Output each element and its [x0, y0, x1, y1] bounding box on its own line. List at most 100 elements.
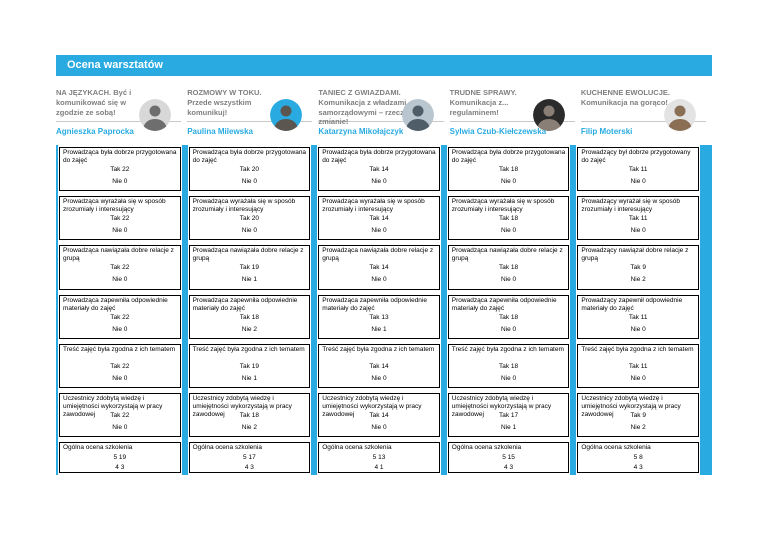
rating-5-score: 5: [243, 454, 247, 462]
no-label: Nie: [500, 423, 511, 431]
rating-4-value: 3: [120, 464, 125, 472]
no-label: Nie: [630, 276, 641, 284]
yes-label: Tak: [110, 264, 121, 272]
presenter-name[interactable]: Agnieszka Paprocka: [56, 127, 134, 136]
yes-label: Tak: [630, 264, 641, 272]
yes-value: 11: [640, 215, 648, 223]
no-label: Nie: [112, 227, 122, 235]
overall-rating-box: Ogólna ocena szkolenia 5 8 4 3: [577, 442, 699, 474]
question-result-box: Uczestnicy zdobytą wiedzę i umiejętności…: [188, 392, 311, 438]
rating-5-score: 5: [372, 454, 377, 462]
no-count: Nie 0: [449, 375, 569, 382]
question-result-box: Prowadząca była dobrze przygotowana do z…: [318, 147, 440, 192]
person-icon: [532, 99, 565, 131]
question-result-box: Prowadząca wyrażała się w sposób zrozumi…: [318, 196, 440, 241]
workshop-header: NA JĘZYKACH. Być i komunikować się w zgo…: [56, 84, 187, 145]
yes-value: 22: [122, 313, 130, 321]
yes-count: Tak 22: [60, 363, 180, 370]
no-label: Nie: [241, 227, 252, 235]
no-count: Nie 0: [60, 227, 180, 234]
no-count: Nie 0: [319, 227, 439, 234]
rating-4-count: 4 3: [190, 464, 310, 471]
no-count: Nie 0: [60, 375, 180, 382]
rating-5-score: 5: [633, 454, 638, 462]
yes-label: Tak: [498, 411, 510, 419]
person-icon: [664, 99, 697, 131]
no-count: Nie 0: [319, 424, 439, 431]
presenter-name[interactable]: Sylwia Czub-Kiełczewska: [449, 127, 547, 136]
no-value: 0: [123, 423, 128, 431]
no-value: 0: [123, 325, 128, 333]
question-text: Prowadzący nawiązał dobre relacje z grup…: [581, 247, 689, 263]
rating-4-value: 3: [509, 464, 514, 472]
question-text: Prowadząca zapewniła odpowiednie materia…: [192, 296, 298, 312]
yes-count: Tak 11: [578, 215, 698, 222]
overall-rating-box: Ogólna ocena szkolenia 5 17 4 3: [188, 442, 311, 474]
yes-label: Tak: [110, 313, 121, 321]
no-value: 0: [512, 227, 517, 235]
rating-5-value: 8: [639, 454, 643, 462]
no-count: Nie 1: [190, 375, 310, 382]
no-label: Nie: [112, 178, 122, 185]
presenter-name[interactable]: Paulina Milewska: [187, 127, 254, 136]
question-text: Prowadzący zapewnił odpowiednie materiał…: [581, 296, 683, 312]
no-value: 0: [642, 178, 646, 185]
no-count: Nie 0: [60, 424, 180, 431]
no-label: Nie: [371, 178, 382, 185]
yes-value: 20: [251, 166, 259, 173]
no-value: 1: [253, 374, 257, 382]
yes-value: 14: [381, 411, 389, 419]
question-text: Uczestnicy zdobytą wiedzę i umiejętności…: [63, 394, 163, 419]
question-result-box: Prowadząca zapewniła odpowiednie materia…: [59, 294, 181, 339]
no-count: Nie 0: [60, 178, 180, 185]
no-count: Nie 0: [449, 276, 569, 283]
workshop-title-block: KUCHENNE EWOLUCJE. Komunikacja na gorąco…: [580, 84, 707, 131]
question-text: Prowadząca zapewniła odpowiednie materia…: [451, 296, 557, 312]
yes-label: Tak: [630, 411, 641, 419]
yes-count: Tak 18: [449, 215, 569, 222]
results-panel: Prowadząca była dobrze przygotowana do z…: [56, 145, 712, 475]
presenter-name[interactable]: Katarzyna Mikołajczyk: [318, 127, 404, 136]
question-result-box: Uczestnicy zdobytą wiedzę i umiejętności…: [577, 392, 699, 438]
no-label: Nie: [630, 178, 641, 185]
yes-value: 22: [122, 264, 130, 272]
no-value: 0: [253, 227, 257, 235]
presenter-avatar: [664, 99, 697, 131]
presenter-avatar: [139, 99, 172, 131]
yes-count: Tak 18: [190, 412, 310, 419]
workshop-results-column: Prowadząca była dobrze przygotowana do z…: [317, 145, 441, 475]
workshop-title-block: ROZMOWY W TOKU. Przede wszystkim komunik…: [187, 84, 313, 131]
rating-4-score: 4: [115, 464, 119, 472]
question-result-box: Treść zajęć była zgodna z ich tematem Ta…: [188, 343, 311, 388]
no-count: Nie 0: [449, 326, 569, 333]
workshop-title: TRUDNE SPRAWY. Komunikacja z... regulami…: [449, 88, 517, 117]
presenter-name[interactable]: Filip Moterski: [580, 127, 633, 136]
question-text: Prowadząca była dobrze przygotowana do z…: [322, 149, 436, 165]
question-text: Prowadzący wyrażał się w sposób zrozumia…: [581, 198, 680, 214]
no-count: Nie 1: [449, 424, 569, 431]
question-result-box: Prowadząca nawiązała dobre relacje z gru…: [59, 245, 181, 290]
no-value: 0: [382, 423, 387, 431]
rating-4-score: 4: [633, 464, 638, 472]
question-result-box: Treść zajęć była zgodna z ich tematem Ta…: [447, 343, 570, 388]
question-text: Uczestnicy zdobytą wiedzę i umiejętności…: [192, 394, 292, 419]
no-count: Nie 0: [60, 276, 180, 283]
person-icon: [401, 99, 434, 131]
no-value: 0: [123, 276, 128, 284]
question-text: Treść zajęć była zgodna z ich tematem: [451, 345, 564, 353]
yes-label: Tak: [498, 264, 510, 272]
workshop-title-block: TANIEC Z GWIAZDAMI. Komunikacja z władza…: [318, 84, 444, 131]
no-label: Nie: [112, 325, 122, 333]
no-value: 1: [253, 276, 257, 284]
question-text: Prowadząca była dobrze przygotowana do z…: [192, 149, 307, 165]
yes-value: 11: [640, 362, 648, 370]
yes-count: Tak 18: [190, 314, 310, 321]
no-value: 0: [512, 374, 517, 382]
yes-value: 17: [510, 411, 519, 419]
question-result-box: Prowadząca zapewniła odpowiednie materia…: [447, 294, 570, 339]
yes-count: Tak 14: [319, 412, 439, 419]
yes-count: Tak 18: [449, 363, 569, 370]
question-result-box: Treść zajęć była zgodna z ich tematem Ta…: [577, 343, 699, 388]
no-value: 0: [382, 276, 387, 284]
person-icon: [139, 99, 172, 131]
